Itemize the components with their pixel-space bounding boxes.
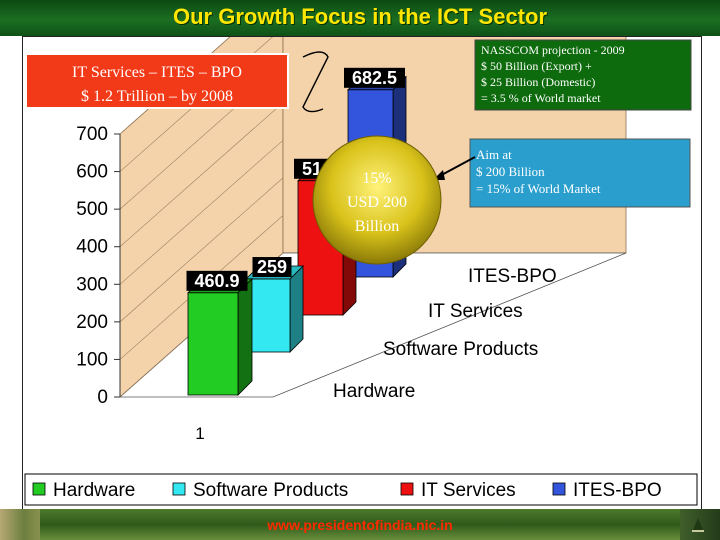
nasscom-callout-text: NASSCOM projection - 2009 xyxy=(481,43,625,57)
target-circle-text: Billion xyxy=(355,218,399,235)
nasscom-callout-text: = 3.5 % of World market xyxy=(481,91,601,105)
legend-swatch xyxy=(552,482,566,496)
emblem-icon xyxy=(692,518,704,532)
bar-side-software-products xyxy=(289,265,304,353)
chart-svg: 0100200300400500600700682.5510.4259460.9… xyxy=(24,37,698,506)
callout-bracket xyxy=(302,51,329,113)
legend-label: IT Services xyxy=(421,480,516,501)
data-label-bg xyxy=(252,257,292,278)
chart-frame: 0100200300400500600700682.5510.4259460.9… xyxy=(22,36,702,510)
gridline xyxy=(119,140,284,285)
aim-callout-text: $ 200 Billion xyxy=(476,164,545,179)
legend-label: Software Products xyxy=(193,480,348,501)
depth-label: Hardware xyxy=(333,381,415,402)
y-tick-label: 700 xyxy=(76,124,108,145)
gridline xyxy=(119,102,284,247)
legend-box xyxy=(24,473,698,506)
y-tick-label: 0 xyxy=(97,387,108,408)
y-tick-label: 400 xyxy=(76,237,108,258)
y-tick-label: 500 xyxy=(76,199,108,220)
nasscom-callout-text: $ 50 Billion (Export) + xyxy=(481,59,592,73)
title-bar xyxy=(0,0,720,36)
data-label: 682.5 xyxy=(352,68,397,88)
bar-software-products xyxy=(245,278,291,353)
nasscom-callout xyxy=(474,39,692,111)
it-services-callout-text: IT Services – ITES – BPO xyxy=(72,64,242,81)
legend-label: ITES-BPO xyxy=(573,480,662,501)
legend-swatch xyxy=(400,482,414,496)
legend-label: Hardware xyxy=(53,480,135,501)
footer-url[interactable]: www.presidentofindia.nic.in xyxy=(267,517,453,533)
y-tick-label: 300 xyxy=(76,274,108,295)
it-services-callout xyxy=(25,53,289,109)
aim-callout-text: Aim at xyxy=(476,147,512,162)
data-label-bg xyxy=(344,67,405,88)
legend-swatch xyxy=(172,482,186,496)
nasscom-callout-text: $ 25 Billion (Domestic) xyxy=(481,75,595,89)
landscape-image-left xyxy=(0,509,40,540)
y-tick-label: 100 xyxy=(76,349,108,370)
x-tick-label: 1 xyxy=(195,424,204,443)
aim-callout xyxy=(469,138,691,208)
bar-hardware xyxy=(187,292,239,396)
depth-label: IT Services xyxy=(428,301,523,322)
aim-callout-text: = 15% of World Market xyxy=(476,181,601,196)
data-label: 259 xyxy=(257,257,287,277)
gridline xyxy=(119,177,284,323)
target-circle-text: USD 200 xyxy=(347,194,407,211)
data-label-bg xyxy=(186,270,248,291)
target-circle xyxy=(312,135,442,265)
y-tick-label: 200 xyxy=(76,312,108,333)
footer-bar: www.presidentofindia.nic.in xyxy=(0,509,720,540)
depth-label: Software Products xyxy=(383,339,538,360)
bar-side-hardware xyxy=(237,277,253,396)
legend-swatch xyxy=(32,482,46,496)
it-services-callout-text: $ 1.2 Trillion – by 2008 xyxy=(81,88,233,105)
y-tick-label: 600 xyxy=(76,162,108,183)
target-circle-text: 15% xyxy=(362,170,391,187)
slide-title: Our Growth Focus in the ICT Sector xyxy=(172,4,548,29)
data-label: 460.9 xyxy=(194,271,239,291)
depth-label: ITES-BPO xyxy=(468,266,557,287)
